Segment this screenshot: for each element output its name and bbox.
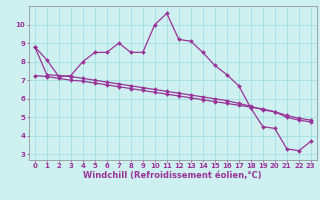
X-axis label: Windchill (Refroidissement éolien,°C): Windchill (Refroidissement éolien,°C)	[84, 171, 262, 180]
